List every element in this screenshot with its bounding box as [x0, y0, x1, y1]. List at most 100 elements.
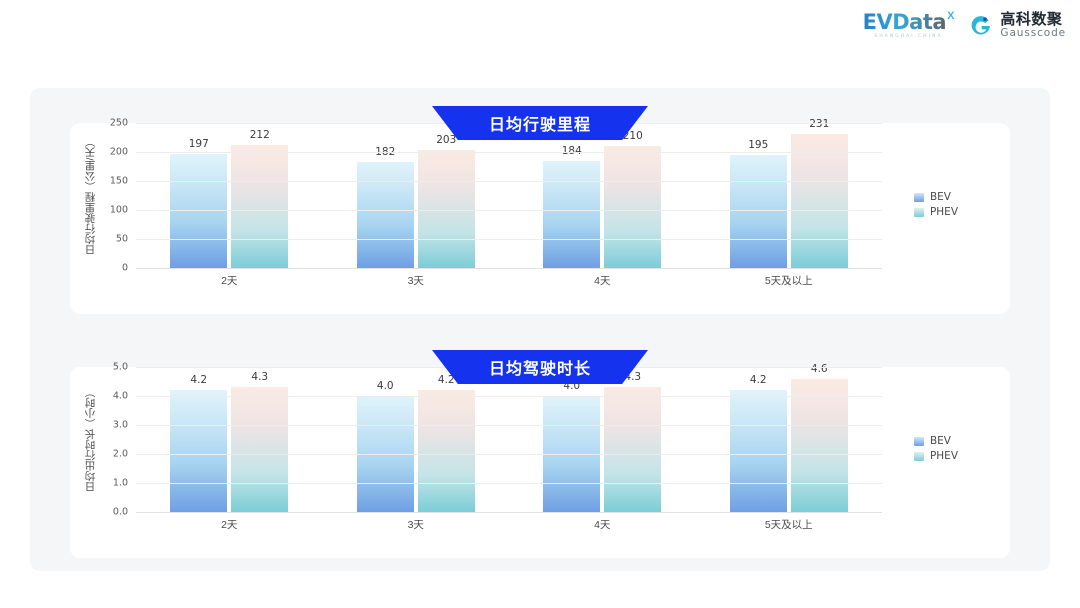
gridline — [136, 483, 882, 484]
gridline — [136, 268, 882, 269]
y-tick-label: 150 — [109, 175, 128, 187]
gridline — [136, 239, 882, 240]
y-tick-label: 1.0 — [112, 477, 128, 489]
bar-bev[interactable]: 184 — [543, 145, 601, 268]
bar-groups-driving-time: 4.2 4.3 4.0 4.2 4.0 4.3 4.2 4.6 — [136, 363, 882, 512]
gridline — [136, 210, 882, 211]
y-tick-label: 100 — [109, 204, 128, 216]
legend-item-phev[interactable]: PHEV — [913, 450, 958, 462]
bar-phev[interactable]: 203 — [417, 134, 475, 268]
bar-value-label: 184 — [562, 145, 582, 157]
x-tick-label: 4天 — [594, 275, 611, 287]
x-tick-label: 5天及以上 — [764, 275, 813, 287]
bar-value-label: 4.2 — [190, 374, 208, 387]
bar-value-label: 4.3 — [251, 371, 269, 384]
bar-group: 4.0 4.2 — [323, 367, 510, 512]
gausscode-text: 高科数聚 Gausscode — [1000, 12, 1066, 39]
legend-label: PHEV — [929, 450, 958, 462]
bar-bev[interactable]: 195 — [729, 139, 787, 268]
bar-value-label: 212 — [249, 129, 270, 142]
bar-phev[interactable]: 4.2 — [417, 374, 475, 512]
x-tick-label: 3天 — [407, 275, 424, 287]
bar-value-label: 195 — [748, 138, 769, 151]
bar-value-label: 231 — [809, 118, 830, 131]
bar-bev[interactable]: 4.2 — [729, 374, 787, 512]
bar-value-label: 4.2 — [437, 374, 455, 387]
section-title-banner-driving-time: 日均驾驶时长 — [432, 350, 648, 384]
gausscode-cn-name: 高科数聚 — [1000, 11, 1063, 29]
x-tick-label: 3天 — [407, 519, 424, 531]
evdata-wordmark: EVData — [862, 10, 947, 34]
bar-phev[interactable]: 210 — [604, 130, 662, 268]
plot-area-driving-time: 4.2 4.3 4.0 4.2 4.0 4.3 4.2 4.6 — [136, 363, 882, 513]
evdata-x-icon: X — [947, 10, 955, 22]
legend-item-bev[interactable]: BEV — [913, 191, 958, 203]
gridline — [136, 512, 882, 513]
chart-card-driving-time: 日均出行时长（小时） 0.0 1.0 2.0 3.0 4.0 5.0 4.2 4.3 4.0 4… — [70, 362, 1010, 558]
x-tick-label: 2天 — [221, 275, 238, 287]
gausscode-logo: 高科数聚 Gausscode — [968, 12, 1066, 39]
gridline — [136, 425, 882, 426]
bar-chart-driving-time: 日均出行时长（小时） 0.0 1.0 2.0 3.0 4.0 5.0 4.2 4.3 4.0 4… — [70, 362, 1010, 558]
y-tick-label: 200 — [109, 146, 128, 158]
bar-phev[interactable]: 4.3 — [231, 371, 289, 512]
bar-group: 184 210 — [509, 123, 696, 268]
plot-area-mileage: 197 212 182 203 184 210 195 231 — [136, 118, 883, 269]
bar-bev[interactable]: 182 — [356, 146, 414, 268]
bar-bev[interactable]: 4.2 — [170, 374, 228, 512]
y-axis-ticks-driving-time: 0.0 1.0 2.0 3.0 4.0 5.0 — [96, 362, 132, 518]
section-title-banner-mileage: 日均行驶里程 — [432, 106, 648, 140]
y-tick-label: 2.0 — [112, 448, 128, 460]
bar-value-label: 4.0 — [376, 380, 394, 392]
gausscode-g-icon — [968, 13, 994, 39]
legend-swatch-icon — [913, 207, 924, 217]
x-tick-label: 2天 — [221, 519, 238, 531]
legend-swatch-icon — [913, 451, 924, 461]
bar-phev[interactable]: 4.6 — [790, 363, 848, 512]
bar-phev[interactable]: 212 — [231, 129, 289, 268]
x-axis-labels-driving-time: 2天 3天 4天 5天及以上 — [136, 517, 882, 532]
bar-value-label: 197 — [188, 137, 209, 150]
gausscode-en-name: Gausscode — [1000, 27, 1066, 40]
bar-value-label: 4.2 — [749, 374, 767, 387]
gridline — [136, 396, 882, 397]
page-header: EVData X SHANGHAI CHINA 高科数聚 Gausscode — [0, 0, 1080, 62]
bar-value-label: 203 — [436, 134, 457, 147]
y-tick-label: 3.0 — [112, 419, 128, 431]
x-tick-label: 4天 — [594, 519, 611, 531]
evdata-wordmark-row: EVData X — [862, 10, 955, 34]
bar-group: 182 203 — [323, 123, 510, 268]
y-tick-label: 5.0 — [112, 361, 128, 373]
legend-swatch-icon — [913, 192, 924, 202]
content-panel: 日均行驶里程 日均行驶里程（公里/天） 0 50 100 150 200 250 197 2… — [30, 88, 1050, 571]
bar-phev[interactable]: 4.3 — [604, 371, 662, 512]
y-tick-label: 250 — [109, 117, 128, 129]
y-tick-label: 0 — [121, 262, 128, 274]
legend-driving-time: BEV PHEV — [913, 435, 958, 462]
bar-group: 4.0 4.3 — [509, 367, 696, 512]
bar-phev[interactable]: 231 — [790, 118, 848, 268]
gridline — [136, 152, 882, 153]
bar-chart-mileage: 日均行驶里程（公里/天） 0 50 100 150 200 250 197 212 182 20… — [70, 118, 1010, 314]
logo-group: EVData X SHANGHAI CHINA 高科数聚 Gausscode — [862, 10, 1066, 39]
legend-label: BEV — [929, 191, 951, 203]
legend-item-bev[interactable]: BEV — [913, 435, 958, 447]
gridline — [136, 454, 882, 455]
y-tick-label: 50 — [115, 233, 128, 245]
evdata-subtitle: SHANGHAI CHINA — [874, 34, 943, 39]
legend-item-phev[interactable]: PHEV — [913, 206, 958, 218]
legend-label: BEV — [929, 435, 951, 447]
legend-swatch-icon — [913, 436, 924, 446]
bar-group: 197 212 — [136, 123, 323, 268]
gridline — [136, 181, 882, 182]
bar-value-label: 4.6 — [810, 362, 828, 375]
bar-value-label: 210 — [622, 130, 643, 143]
y-tick-label: 0.0 — [112, 506, 128, 518]
bar-group: 195 231 — [696, 118, 883, 268]
y-tick-label: 4.0 — [112, 390, 128, 402]
x-axis-labels-mileage: 2天 3天 4天 5天及以上 — [136, 273, 882, 288]
x-tick-label: 5天及以上 — [764, 519, 813, 531]
legend-label: PHEV — [929, 206, 958, 218]
evdata-logo: EVData X SHANGHAI CHINA — [862, 10, 955, 39]
bar-group: 4.2 4.3 — [136, 367, 323, 512]
